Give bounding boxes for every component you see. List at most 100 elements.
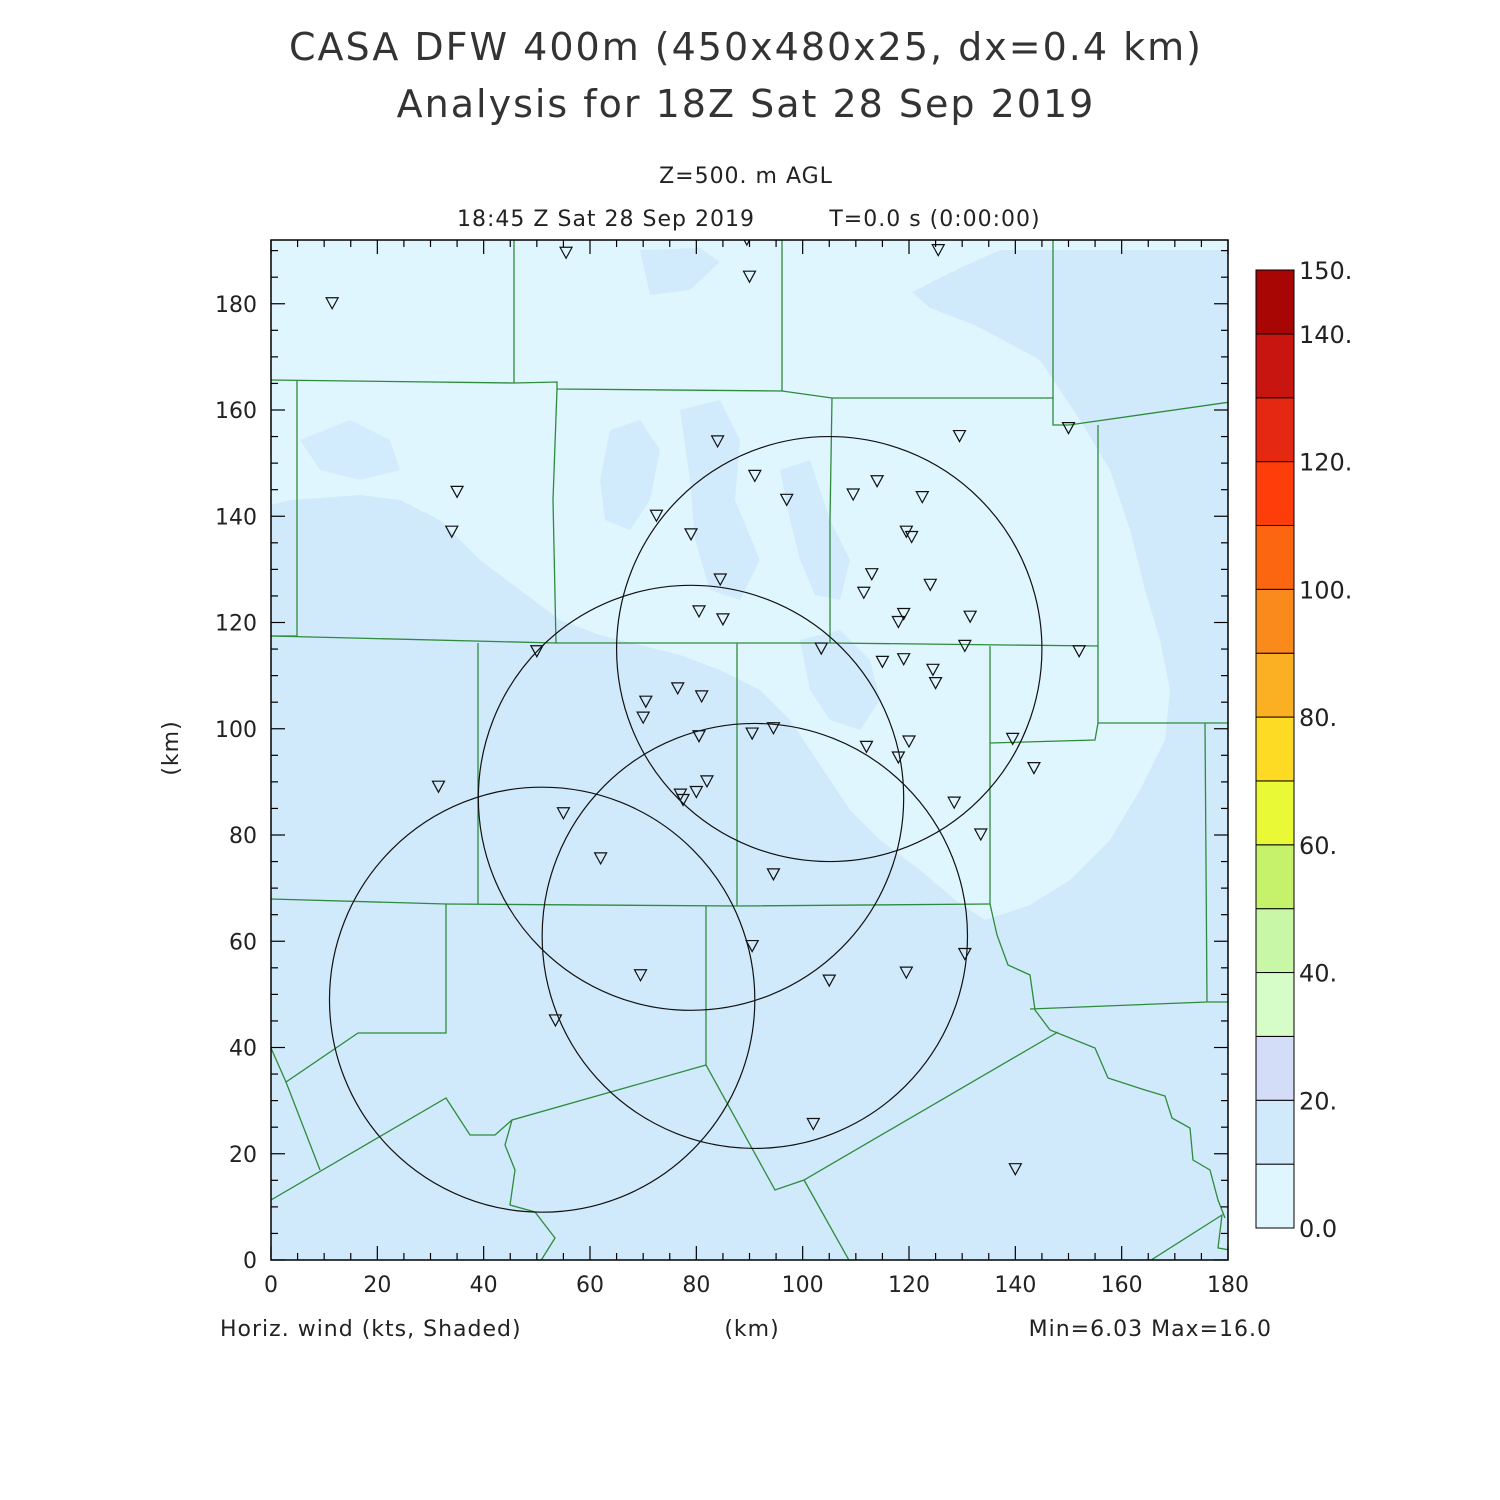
station-marker — [699, 775, 714, 789]
shading-light-west — [271, 240, 780, 490]
station-marker — [670, 682, 685, 696]
observation-stations — [325, 240, 1087, 1176]
level-label: Z=500. m AGL — [659, 164, 833, 189]
x-tick-label: 180 — [1207, 1273, 1249, 1298]
colorbar-bin — [1255, 716, 1295, 782]
colorbar-bin — [1255, 1035, 1295, 1101]
station-marker — [638, 695, 653, 709]
radar-ring-3 — [541, 722, 969, 1150]
colorbar-bin — [1255, 1099, 1295, 1165]
station-marker — [896, 653, 911, 666]
colorbar-label: 140. — [1299, 321, 1352, 349]
x-tick-label: 120 — [888, 1273, 930, 1298]
shading-streak — [600, 420, 660, 530]
station-marker — [559, 246, 574, 260]
field-label: Horiz. wind (kts, Shaded) — [220, 1317, 522, 1342]
station-marker — [1072, 645, 1087, 658]
station-marker — [747, 469, 762, 483]
station-marker — [822, 974, 837, 988]
x-tick-label: 40 — [470, 1273, 498, 1298]
station-marker — [952, 429, 967, 443]
station-marker — [633, 969, 648, 983]
radar-ring-4 — [328, 786, 756, 1213]
x-tick-label: 100 — [782, 1273, 824, 1298]
shading-streak — [640, 248, 720, 295]
colorbar-bin — [1255, 972, 1295, 1037]
y-tick-label: 120 — [215, 612, 257, 637]
station-marker — [891, 751, 906, 765]
station-marker — [1005, 732, 1020, 746]
colorbar-label: 60. — [1299, 832, 1337, 860]
y-tick-label: 140 — [215, 505, 257, 530]
station-marker — [891, 615, 906, 629]
station-marker — [896, 607, 911, 621]
colorbar — [1255, 269, 1295, 1229]
valid-time-label: 18:45 Z Sat 28 Sep 2019 — [457, 207, 755, 232]
title-line-2: Analysis for 18Z Sat 28 Sep 2019 — [397, 82, 1096, 126]
station-marker — [928, 676, 943, 690]
x-tick-label: 160 — [1101, 1273, 1143, 1298]
station-marker — [529, 645, 544, 658]
station-marker — [766, 868, 781, 882]
x-tick-label: 20 — [363, 1273, 391, 1298]
station-marker — [856, 586, 871, 600]
station-marker — [684, 528, 699, 542]
station-marker — [745, 939, 760, 953]
station-marker — [925, 663, 940, 677]
station-marker — [901, 735, 917, 749]
station-marker — [450, 485, 465, 499]
station-marker — [431, 780, 446, 794]
colorbar-bin — [1255, 780, 1295, 846]
station-marker — [715, 613, 730, 627]
station-marker — [766, 722, 781, 736]
station-marker — [691, 605, 707, 619]
station-marker — [694, 690, 709, 704]
station-marker — [973, 828, 988, 842]
y-tick-label: 20 — [229, 1143, 257, 1168]
colorbar-bin — [1255, 652, 1295, 718]
station-marker — [814, 642, 829, 656]
station-marker — [636, 711, 651, 725]
shading-streak — [300, 420, 400, 480]
station-marker — [548, 1014, 563, 1028]
station-marker — [931, 244, 946, 257]
station-marker — [957, 947, 972, 961]
colorbar-labels: 0.0 20. 40. 60. 80. 100. 120. 140. 150. — [1299, 257, 1352, 1243]
station-marker — [713, 573, 728, 587]
station-marker — [947, 796, 962, 810]
radar-ring-1 — [615, 435, 1043, 863]
min-max-label: Min=6.03 Max=16.0 — [1029, 1317, 1272, 1342]
x-tick-label: 0 — [264, 1273, 278, 1298]
colorbar-bin — [1255, 269, 1295, 335]
radar-ring-2 — [477, 584, 905, 1011]
x-axis-label: (km) — [724, 1317, 779, 1342]
station-marker — [745, 727, 760, 741]
station-marker — [1008, 1163, 1023, 1176]
y-tick-label: 180 — [215, 293, 257, 318]
station-marker — [864, 568, 879, 581]
shading-streak — [800, 630, 880, 730]
x-tick-label: 80 — [682, 1273, 710, 1298]
title-line-1: CASA DFW 400m (450x480x25, dx=0.4 km) — [289, 25, 1203, 69]
colorbar-bin — [1255, 461, 1295, 526]
station-marker — [870, 475, 885, 488]
station-marker — [742, 270, 757, 284]
y-tick-label: 160 — [215, 399, 257, 424]
station-marker — [649, 509, 664, 523]
y-tick-label: 100 — [215, 718, 257, 743]
colorbar-label: 120. — [1299, 449, 1352, 477]
station-marker — [1026, 761, 1041, 775]
y-tick-label: 40 — [229, 1037, 257, 1062]
station-marker — [673, 788, 688, 802]
shading-streak — [680, 400, 760, 600]
station-marker — [904, 530, 919, 544]
y-tick-label: 60 — [229, 930, 257, 955]
station-marker — [325, 297, 340, 311]
colorbar-label: 100. — [1299, 576, 1352, 604]
station-marker — [710, 435, 725, 449]
station-marker — [957, 639, 972, 653]
colorbar-label: 150. — [1299, 257, 1352, 285]
colorbar-label: 20. — [1299, 1087, 1337, 1115]
colorbar-bin — [1255, 588, 1295, 654]
